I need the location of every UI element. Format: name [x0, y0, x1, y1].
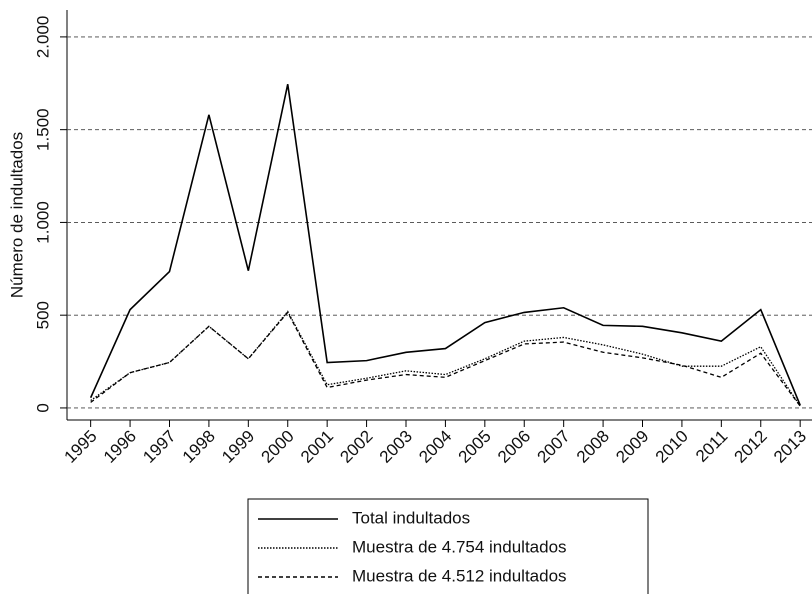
x-tick-label: 1995 — [60, 427, 100, 467]
y-tick-label: 1.000 — [33, 201, 52, 244]
y-axis-title: Número de indultados — [7, 132, 26, 298]
y-tick-label: 2.000 — [33, 16, 52, 59]
x-tick-label: 1998 — [179, 427, 219, 467]
x-tick-label: 2004 — [415, 427, 455, 467]
x-tick-label: 2011 — [692, 427, 731, 466]
x-tick-label: 2006 — [494, 427, 534, 467]
x-tick-label: 2005 — [455, 427, 495, 467]
x-tick-label: 2009 — [612, 427, 652, 467]
x-tick-label: 2012 — [731, 427, 771, 467]
y-tick-label: 500 — [33, 301, 52, 329]
x-tick-label: 2008 — [573, 427, 613, 467]
x-tick-label: 2000 — [258, 427, 298, 467]
y-tick-label: 1.500 — [33, 108, 52, 151]
series-line — [90, 311, 801, 407]
legend-box — [247, 498, 649, 594]
series-line — [89, 84, 801, 406]
x-tick-label: 2002 — [336, 427, 376, 467]
x-tick-label: 2001 — [297, 427, 337, 467]
x-tick-label: 2003 — [376, 427, 416, 467]
y-tick-label: 0 — [33, 403, 52, 412]
series-line — [90, 310, 801, 407]
x-tick-label: 2013 — [770, 427, 810, 467]
x-tick-label: 2007 — [533, 427, 573, 467]
legend-label: Muestra de 4.512 indultados — [352, 566, 567, 585]
legend-label: Total indultados — [352, 508, 470, 527]
legend-label: Muestra de 4.754 indultados — [352, 537, 567, 556]
x-tick-label: 1996 — [100, 427, 140, 467]
x-tick-label: 1999 — [218, 427, 258, 467]
x-tick-label: 1997 — [139, 427, 179, 467]
x-tick-label: 2010 — [652, 427, 692, 467]
